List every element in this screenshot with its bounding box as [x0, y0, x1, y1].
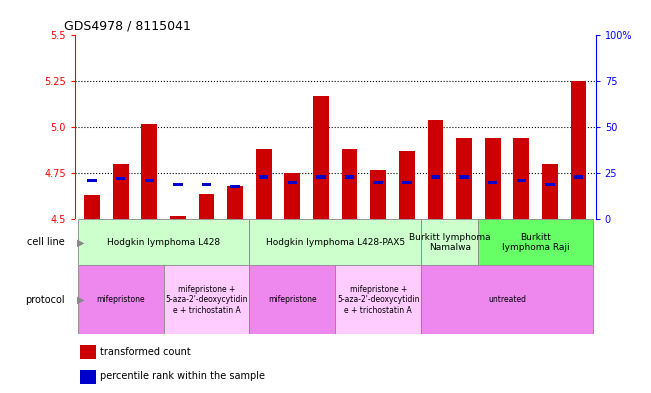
Text: mifepristone +
5-aza-2'-deoxycytidin
e + trichostatin A: mifepristone + 5-aza-2'-deoxycytidin e +…	[337, 285, 419, 315]
Bar	[402, 181, 411, 184]
Text: mifepristone +
5-aza-2'-deoxycytidin
e + trichostatin A: mifepristone + 5-aza-2'-deoxycytidin e +…	[165, 285, 248, 315]
Bar	[345, 175, 354, 179]
Bar	[80, 370, 96, 384]
Bar	[256, 149, 271, 219]
Bar	[259, 175, 268, 179]
Bar	[456, 138, 472, 219]
Text: Burkitt
lymphoma Raji: Burkitt lymphoma Raji	[502, 233, 570, 252]
Text: percentile rank within the sample: percentile rank within the sample	[100, 371, 265, 382]
Bar	[288, 181, 297, 184]
Bar	[116, 177, 126, 180]
Bar	[87, 179, 97, 182]
Bar	[163, 265, 249, 334]
Bar	[80, 345, 96, 359]
Bar	[227, 186, 243, 219]
Bar	[516, 179, 526, 182]
Bar	[428, 120, 443, 219]
Bar	[460, 175, 469, 179]
Text: Burkitt lymphoma
Namalwa: Burkitt lymphoma Namalwa	[409, 233, 491, 252]
Bar	[488, 181, 497, 184]
Bar	[342, 149, 357, 219]
Text: transformed count: transformed count	[100, 347, 191, 357]
Text: mifepristone: mifepristone	[96, 295, 145, 304]
Bar	[545, 183, 555, 186]
Bar	[84, 195, 100, 219]
Bar	[431, 175, 440, 179]
Bar	[316, 175, 326, 179]
Text: cell line: cell line	[27, 237, 65, 247]
Bar	[399, 151, 415, 219]
Bar	[145, 179, 154, 182]
Bar	[173, 183, 182, 186]
Bar	[374, 181, 383, 184]
Text: mifepristone: mifepristone	[268, 295, 316, 304]
Bar	[574, 175, 583, 179]
Text: untreated: untreated	[488, 295, 526, 304]
Bar	[113, 164, 128, 219]
Bar	[514, 138, 529, 219]
Bar	[478, 219, 593, 265]
Bar	[284, 173, 300, 219]
Bar	[199, 193, 214, 219]
Bar	[370, 170, 386, 219]
Bar	[421, 265, 593, 334]
Text: ▶: ▶	[77, 295, 85, 305]
Text: ▶: ▶	[77, 237, 85, 247]
Bar	[141, 124, 157, 219]
Text: Hodgkin lymphoma L428: Hodgkin lymphoma L428	[107, 238, 220, 247]
Text: GDS4978 / 8115041: GDS4978 / 8115041	[64, 20, 191, 33]
Bar	[249, 219, 421, 265]
Bar	[77, 219, 249, 265]
Bar	[249, 265, 335, 334]
Bar	[230, 185, 240, 188]
Text: Hodgkin lymphoma L428-PAX5: Hodgkin lymphoma L428-PAX5	[266, 238, 405, 247]
Bar	[335, 265, 421, 334]
Bar	[485, 138, 501, 219]
Bar	[421, 219, 478, 265]
Bar	[313, 96, 329, 219]
Bar	[202, 183, 211, 186]
Bar	[77, 265, 163, 334]
Bar	[170, 216, 186, 219]
Text: protocol: protocol	[25, 295, 65, 305]
Bar	[571, 81, 587, 219]
Bar	[542, 164, 558, 219]
